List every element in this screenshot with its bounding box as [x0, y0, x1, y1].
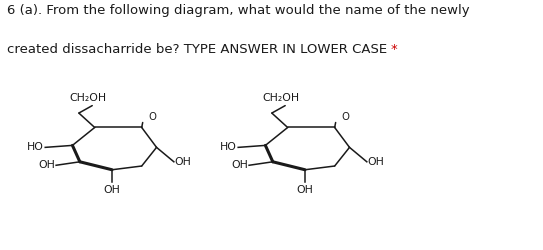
Text: CH₂OH: CH₂OH: [70, 92, 107, 102]
Text: *: *: [390, 43, 397, 56]
Text: OH: OH: [175, 157, 192, 167]
Text: O: O: [149, 112, 156, 122]
Text: OH: OH: [104, 185, 121, 195]
Text: created dissacharride be? TYPE ANSWER IN LOWER CASE: created dissacharride be? TYPE ANSWER IN…: [7, 43, 391, 56]
Text: OH: OH: [296, 185, 313, 195]
Text: HO: HO: [220, 142, 237, 152]
Text: OH: OH: [231, 160, 248, 170]
Text: OH: OH: [38, 160, 55, 170]
Text: OH: OH: [368, 157, 384, 167]
Text: HO: HO: [27, 142, 44, 152]
Text: 6 (a). From the following diagram, what would the name of the newly: 6 (a). From the following diagram, what …: [7, 4, 469, 18]
Text: CH₂OH: CH₂OH: [263, 92, 300, 102]
Text: O: O: [342, 112, 350, 122]
